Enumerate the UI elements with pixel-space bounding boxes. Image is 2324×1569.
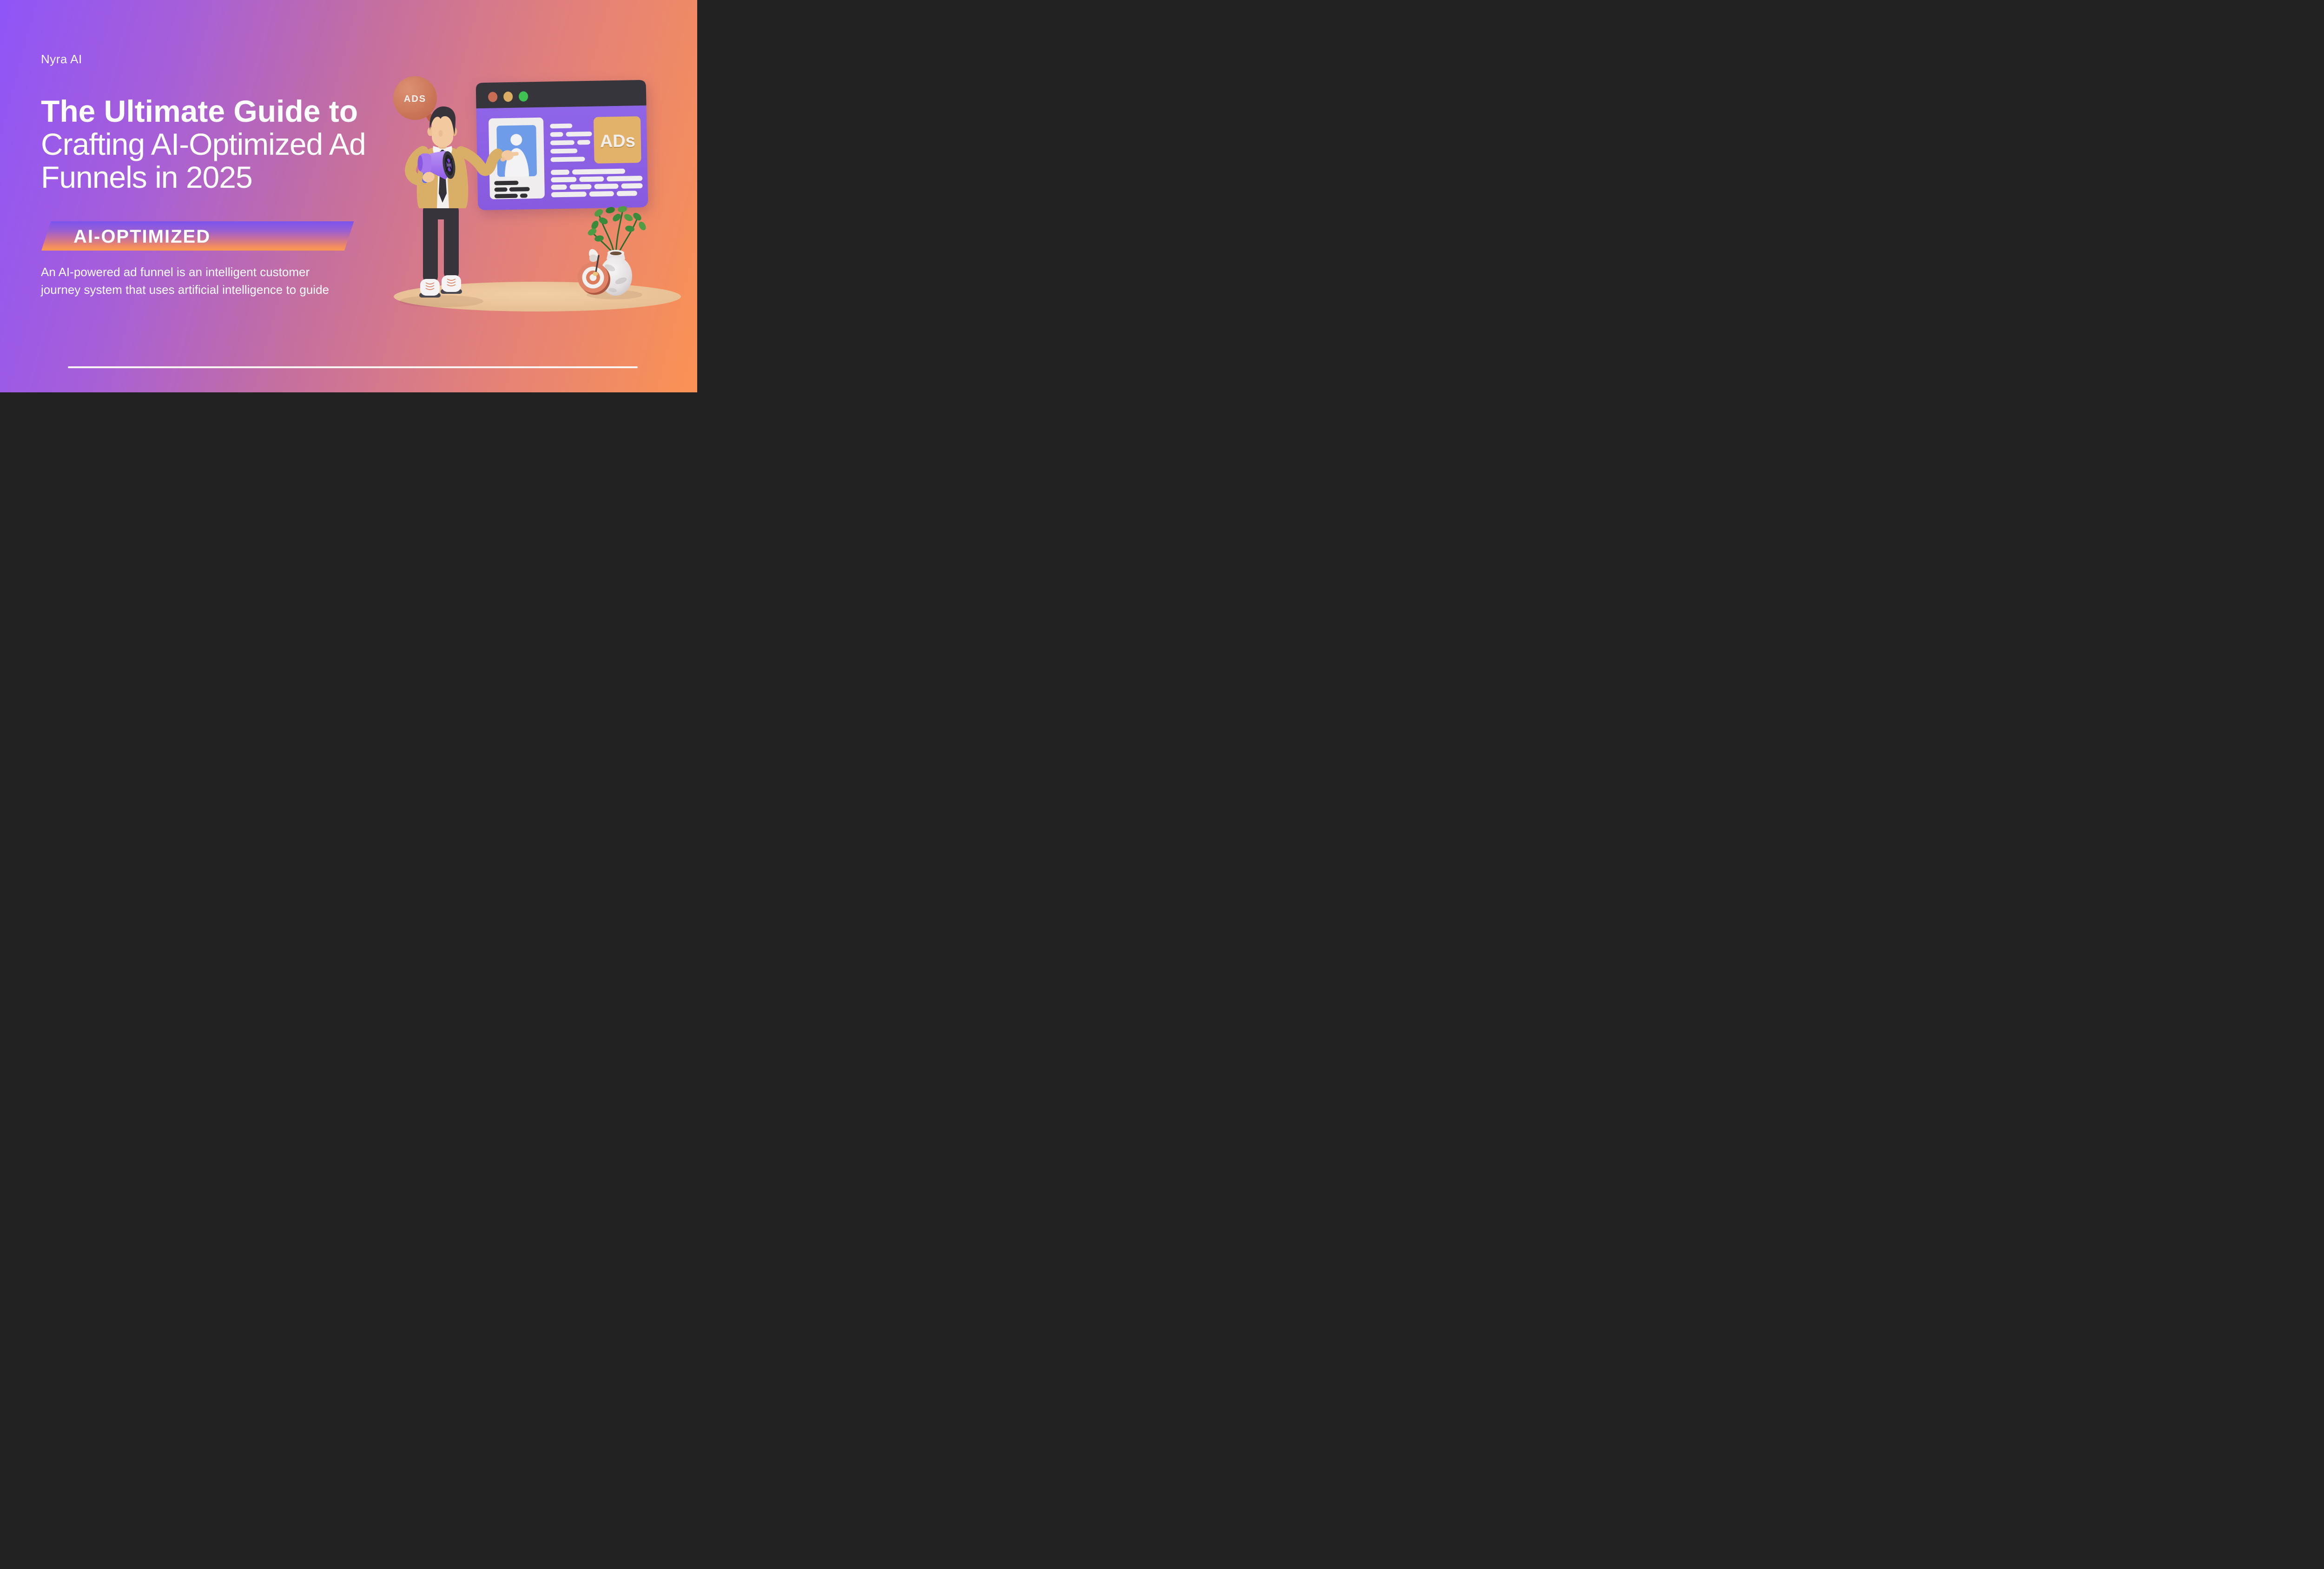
character-nose	[438, 130, 443, 137]
character-left-hand	[423, 172, 435, 183]
character-shadow	[400, 295, 483, 307]
window-titlebar	[475, 80, 647, 109]
profile-text-lines	[494, 180, 530, 199]
description-line-1: An AI-powered ad funnel is an intelligen…	[41, 265, 310, 279]
character-hair	[429, 106, 456, 135]
pointing-hand	[500, 150, 519, 162]
dart-arrow	[588, 249, 600, 276]
traffic-light-yellow-icon	[503, 92, 513, 102]
title-line-2: Crafting AI-Optimized Ad	[41, 127, 366, 161]
speech-bubble-body	[393, 76, 437, 120]
plant	[588, 206, 646, 257]
speech-bubble-label: ADS	[404, 94, 426, 104]
brand-logo-text: Nyra AI	[41, 52, 82, 66]
traffic-light-green-icon	[519, 91, 528, 102]
title-line-3: Funnels in 2025	[41, 160, 253, 194]
body-text-lines	[551, 168, 643, 198]
presenter-character	[404, 106, 519, 298]
dartboard-target	[578, 262, 610, 295]
description-line-2: journey system that uses artificial inte…	[41, 283, 329, 297]
page-title: The Ultimate Guide to Crafting AI-Optimiz…	[41, 95, 366, 194]
badge-label: AI-OPTIMIZED	[73, 226, 211, 247]
traffic-light-red-icon	[488, 92, 498, 102]
character-right-leg	[444, 204, 459, 280]
ads-card-label: ADs	[600, 131, 636, 151]
profile-card	[489, 117, 545, 199]
megaphone-mouthpiece	[419, 153, 431, 173]
banner-background: Nyra AI The Ultimate Guide to Crafting AI…	[0, 0, 697, 392]
footer-divider	[68, 366, 638, 368]
character-left-leg	[423, 204, 438, 284]
ads-card: ADs	[594, 116, 641, 164]
character-right-arm	[456, 146, 503, 176]
character-shoes	[419, 275, 462, 298]
character-left-arm	[404, 146, 429, 186]
plant-leaves	[588, 206, 646, 242]
content-text-lines	[550, 123, 592, 162]
hero-illustration: ADS	[393, 76, 681, 311]
hero-description: An AI-powered ad funnel is an intelligen…	[41, 263, 329, 298]
ads-card-background	[594, 116, 641, 164]
browser-window: ADs	[475, 80, 648, 210]
character-face	[432, 113, 453, 147]
title-line-bold: The Ultimate Guide to	[41, 94, 358, 128]
